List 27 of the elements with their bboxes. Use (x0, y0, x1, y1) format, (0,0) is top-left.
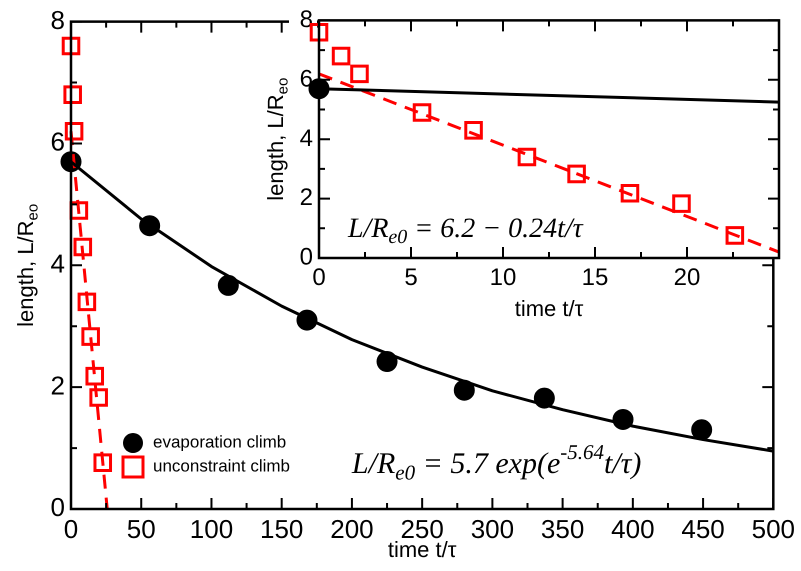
y-axis-title: length, L/Reo (13, 204, 42, 327)
y-tick-label: 0 (50, 492, 65, 522)
x-tick-label: 500 (752, 514, 796, 544)
x-tick-label: 350 (540, 514, 584, 544)
y-axis-title: length, L/Reo (263, 78, 292, 201)
legend-label: evaporation climb (153, 432, 286, 452)
x-tick-label: 20 (674, 264, 700, 292)
y-tick-label: 8 (50, 4, 65, 35)
x-tick-label: 450 (681, 514, 725, 544)
x-tick-label: 15 (582, 264, 608, 292)
y-tick-label: 6 (50, 126, 65, 157)
x-tick-label: 50 (126, 514, 156, 544)
y-tick-label: 0 (300, 244, 313, 271)
x-tick-label: 5 (404, 264, 418, 292)
x-tick-label: 400 (611, 514, 655, 544)
x-axis-title: time t/τ (514, 296, 584, 322)
x-tick-label: 10 (490, 264, 516, 292)
x-tick-label: 100 (190, 514, 234, 544)
y-tick-label: 8 (300, 6, 313, 34)
x-tick-label: 150 (260, 514, 304, 544)
legend-label: unconstraint climb (153, 456, 290, 476)
y-tick-label: 2 (300, 184, 313, 212)
x-tick-label: 200 (330, 514, 374, 544)
x-tick-label: 300 (470, 514, 514, 544)
y-tick-label: 4 (50, 248, 65, 278)
y-tick-label: 4 (300, 124, 313, 152)
y-tick-label: 2 (50, 370, 65, 400)
